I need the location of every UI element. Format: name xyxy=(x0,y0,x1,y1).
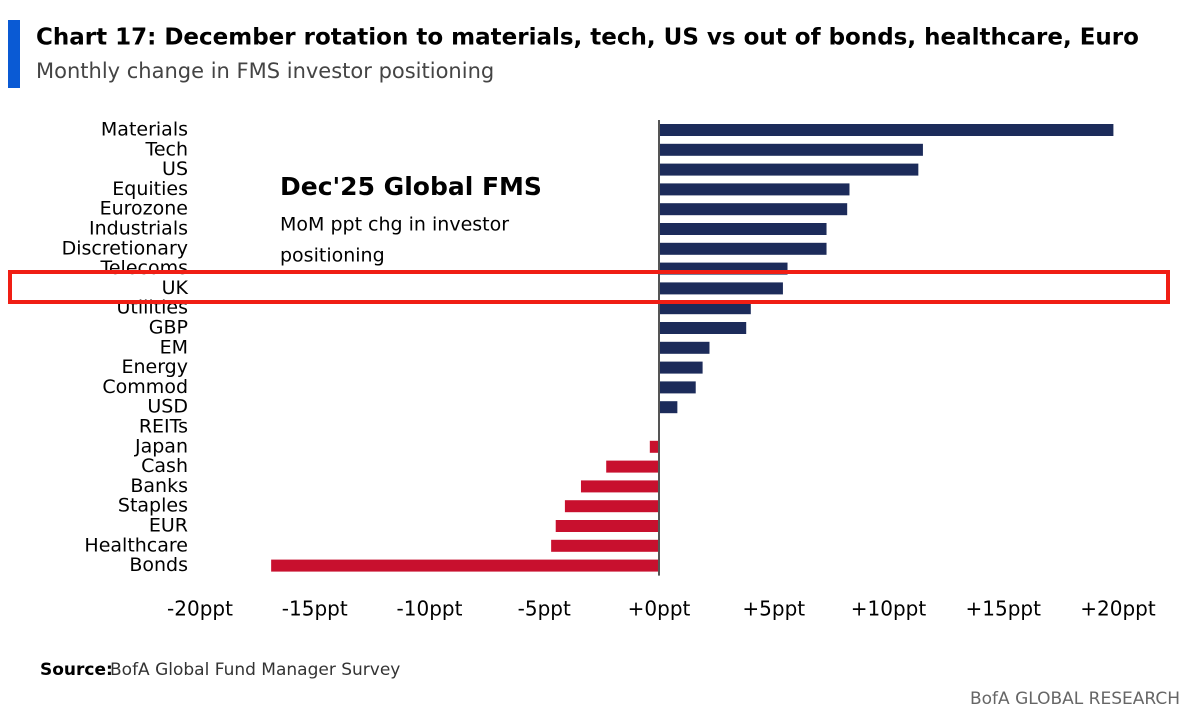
bar xyxy=(659,124,1114,136)
x-tick-label: +20ppt xyxy=(1080,597,1156,621)
bar xyxy=(659,322,747,334)
y-tick-label: Eurozone xyxy=(100,198,188,220)
bar xyxy=(564,500,659,513)
x-tick-label: +15ppt xyxy=(966,597,1042,621)
bar xyxy=(659,223,827,235)
x-tick-label: -15ppt xyxy=(282,597,348,621)
bar xyxy=(659,183,850,196)
source-label: Source: xyxy=(40,660,113,680)
y-tick-label: EUR xyxy=(149,515,188,537)
y-tick-label: Staples xyxy=(118,495,188,517)
x-tick-label: -10ppt xyxy=(397,597,463,621)
bar xyxy=(659,203,848,216)
x-tick-label: +5ppt xyxy=(742,597,805,621)
bar xyxy=(555,520,659,532)
y-tick-label: GBP xyxy=(149,317,188,339)
x-tick-label: +0ppt xyxy=(628,597,691,621)
x-tick-label: -20ppt xyxy=(167,597,233,621)
y-tick-label: REITs xyxy=(139,416,188,438)
title-accent xyxy=(8,20,20,88)
y-tick-label: Tech xyxy=(144,138,188,160)
y-tick-label: Materials xyxy=(101,119,188,141)
y-tick-label: Discretionary xyxy=(62,237,188,259)
y-tick-label: Japan xyxy=(134,435,188,457)
chart-title: Chart 17: December rotation to materials… xyxy=(36,25,1139,51)
annotation-line: positioning xyxy=(280,245,385,267)
y-tick-label: Energy xyxy=(121,356,188,378)
x-tick-label: -5ppt xyxy=(518,597,571,621)
y-tick-label: Cash xyxy=(141,455,188,477)
y-tick-label: USD xyxy=(147,396,188,418)
annotation-title: Dec'25 Global FMS xyxy=(280,172,542,201)
y-tick-label: Equities xyxy=(112,178,188,200)
bar xyxy=(659,341,710,354)
bar xyxy=(649,440,659,453)
bar xyxy=(580,480,659,493)
bar xyxy=(271,559,659,572)
chart-subtitle: Monthly change in FMS investor positioni… xyxy=(36,59,494,83)
bar xyxy=(659,143,923,156)
highlight-box xyxy=(8,270,1170,304)
bar xyxy=(659,302,751,315)
bar xyxy=(551,539,659,552)
bar xyxy=(659,361,703,374)
y-tick-label: Telecoms xyxy=(99,257,188,279)
y-tick-label: US xyxy=(162,158,188,180)
y-tick-label: Bonds xyxy=(129,554,188,576)
bar xyxy=(659,381,696,394)
y-tick-label: Commod xyxy=(102,376,188,398)
bar xyxy=(606,460,659,473)
bar xyxy=(659,282,783,295)
bar xyxy=(659,163,919,176)
y-tick-label: Industrials xyxy=(89,218,188,240)
source: BofA Global Fund Manager Survey xyxy=(110,660,400,680)
bar xyxy=(659,242,827,255)
annotation-line: MoM ppt chg in investor xyxy=(280,214,509,236)
y-tick-label: Healthcare xyxy=(84,534,188,556)
y-tick-label: UK xyxy=(162,277,189,299)
footer: BofA GLOBAL RESEARCH xyxy=(970,689,1180,709)
bar xyxy=(659,401,678,414)
y-tick-label: Banks xyxy=(130,475,188,497)
y-tick-label: EM xyxy=(160,336,188,358)
x-tick-label: +10ppt xyxy=(851,597,927,621)
